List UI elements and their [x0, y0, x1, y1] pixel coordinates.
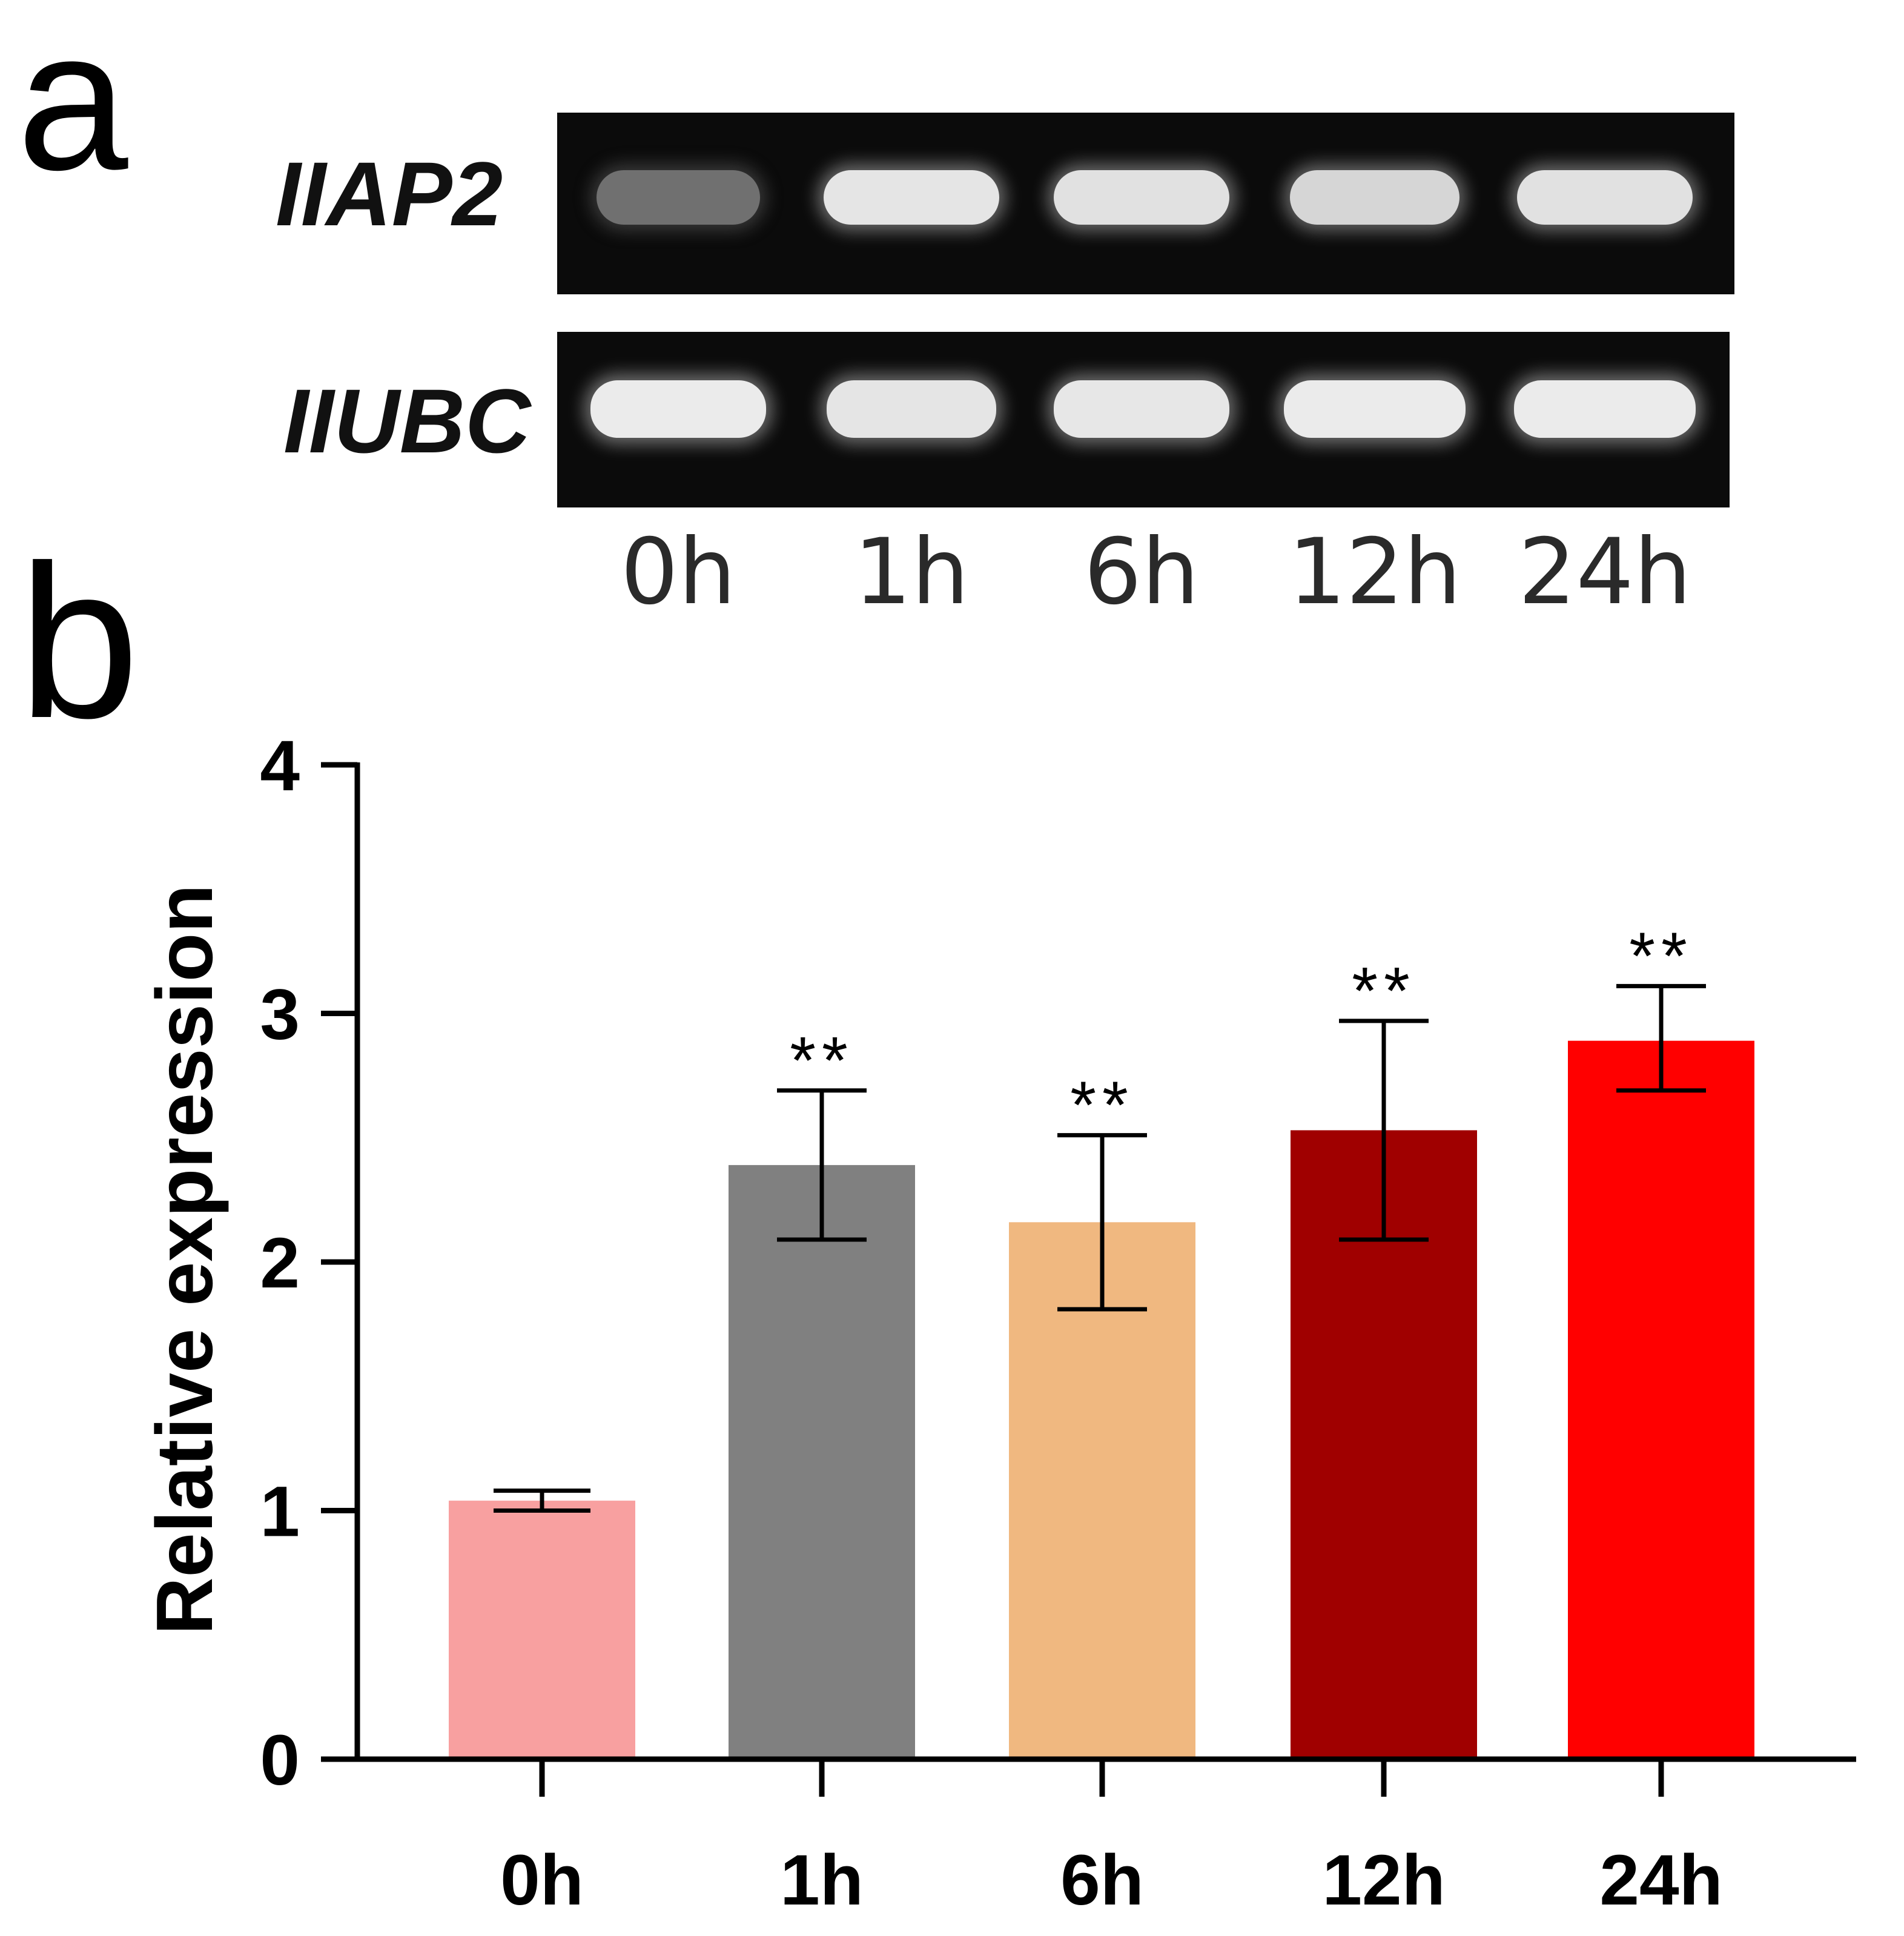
x-tick-label-12h: 12h — [1322, 1840, 1445, 1920]
gel-iiap2 — [557, 113, 1734, 294]
gel-lane-label-24h: 24h — [1518, 520, 1691, 625]
x-tick-label-0h: 0h — [500, 1840, 584, 1920]
y-tick-label-1: 1 — [260, 1472, 300, 1552]
gel-lane-label-0h: 0h — [620, 520, 736, 625]
iiap2-band-0h — [597, 170, 760, 225]
gel-iiubc — [557, 332, 1730, 507]
y-tick-label-3: 3 — [260, 975, 300, 1055]
significance-6h: ** — [1070, 1068, 1134, 1143]
bar-0h — [449, 1501, 635, 1759]
y-tick-label-2: 2 — [260, 1223, 300, 1303]
iiubc-band-0h — [590, 380, 766, 438]
iiap2-band-6h — [1054, 170, 1229, 225]
iiap2-band-12h — [1290, 170, 1459, 225]
bar-1h — [729, 1165, 915, 1759]
iiap2-band-1h — [824, 170, 999, 225]
significance-24h: ** — [1629, 919, 1693, 993]
y-axis-title: Relative expression — [140, 884, 229, 1635]
significance-12h: ** — [1352, 954, 1416, 1028]
y-tick-label-0: 0 — [260, 1720, 300, 1800]
x-tick-label-24h: 24h — [1599, 1840, 1722, 1920]
gene-label-iiubc: IIUBC — [283, 370, 531, 472]
y-tick-label-4: 4 — [260, 726, 300, 806]
panel-a-letter: a — [17, 0, 128, 211]
significance-1h: ** — [790, 1023, 854, 1098]
bar-6h — [1009, 1222, 1195, 1759]
gel-lane-label-12h: 12h — [1288, 520, 1461, 625]
gene-label-iiap2: IIAP2 — [276, 143, 503, 245]
iiubc-band-12h — [1284, 380, 1466, 438]
x-tick-label-1h: 1h — [780, 1840, 864, 1920]
iiubc-band-6h — [1054, 380, 1229, 438]
iiubc-band-24h — [1514, 380, 1696, 438]
gel-lane-label-6h: 6h — [1083, 520, 1200, 625]
iiap2-band-24h — [1517, 170, 1693, 225]
gel-lane-label-1h: 1h — [853, 520, 970, 625]
panel-b-letter: b — [18, 520, 140, 764]
x-tick-label-6h: 6h — [1060, 1840, 1144, 1920]
iiubc-band-1h — [827, 380, 996, 438]
bar-24h — [1568, 1040, 1754, 1759]
